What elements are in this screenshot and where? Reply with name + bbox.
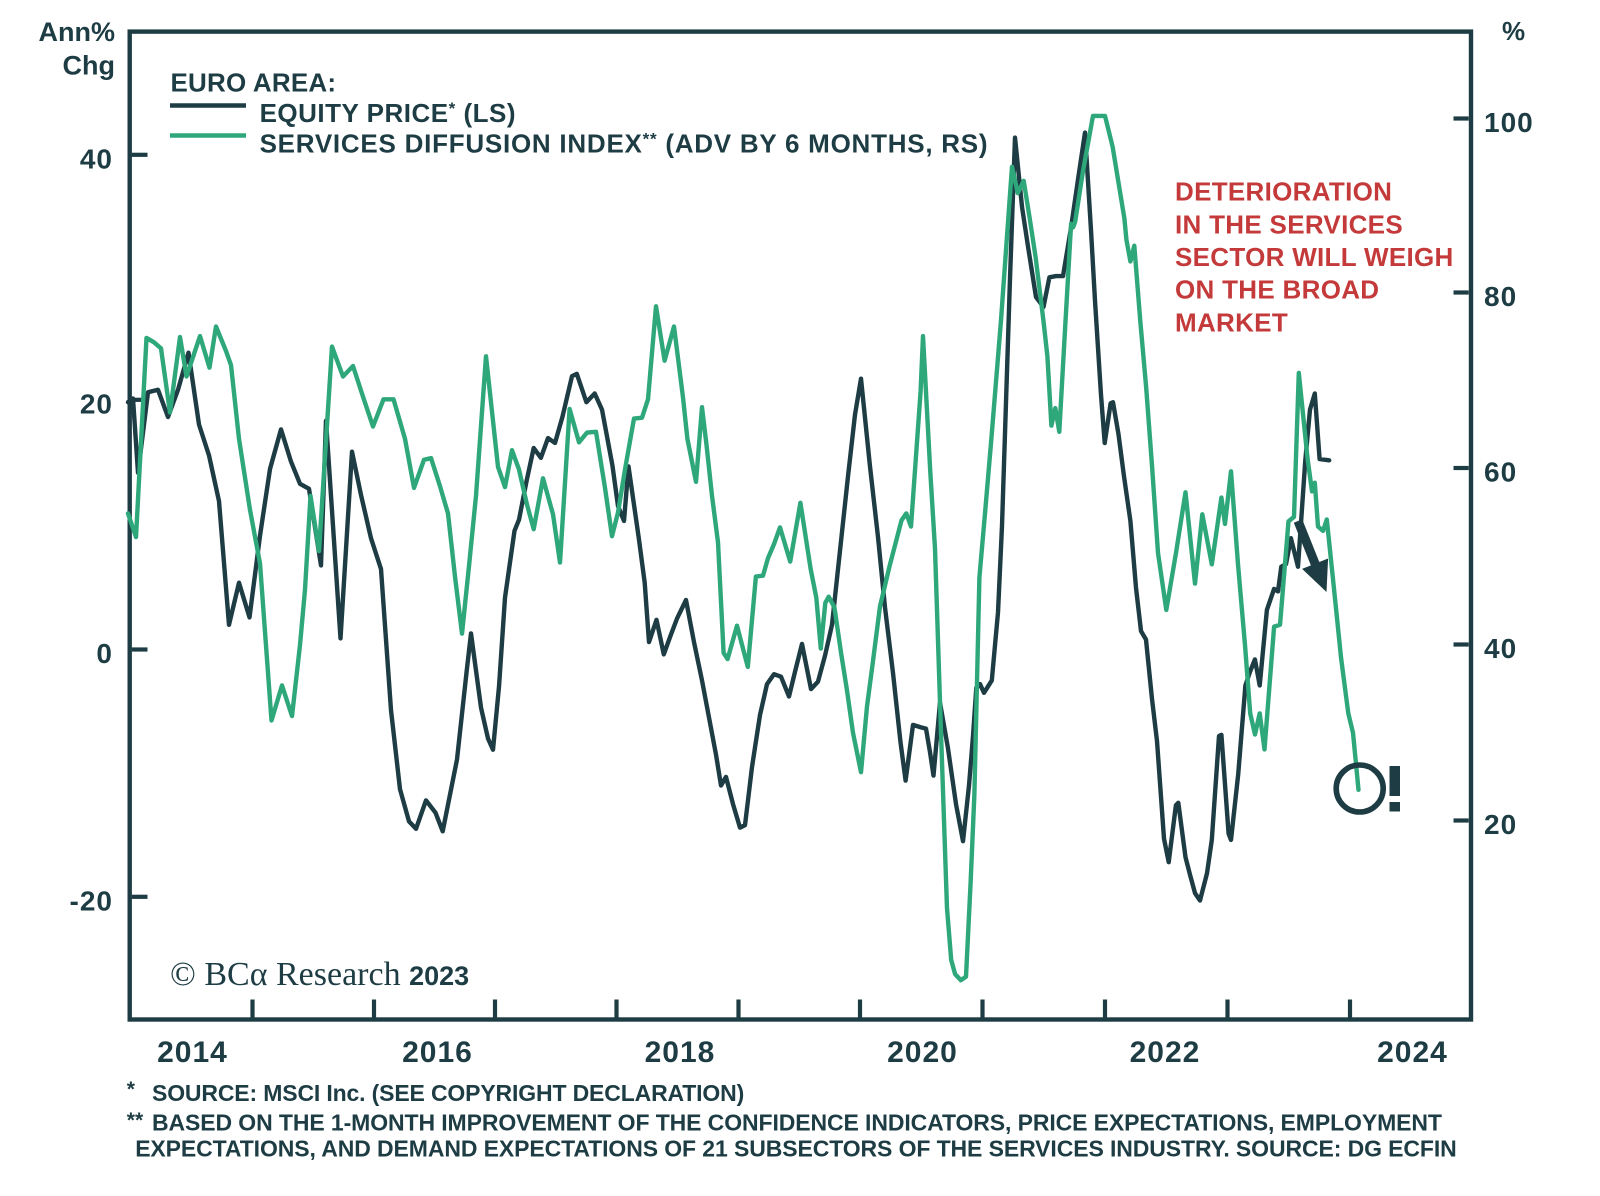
svg-text:**: **: [127, 1109, 144, 1132]
svg-text:EURO AREA:: EURO AREA:: [171, 68, 337, 98]
svg-text:100: 100: [1484, 107, 1534, 138]
svg-text:DETERIORATION: DETERIORATION: [1175, 177, 1392, 207]
svg-text:SOURCE: MSCI Inc. (SEE COPYRIG: SOURCE: MSCI Inc. (SEE COPYRIGHT DECLARA…: [152, 1080, 744, 1106]
svg-text:© BCα Research 2023: © BCα Research 2023: [170, 956, 469, 993]
svg-text:Ann%: Ann%: [39, 17, 116, 47]
svg-text:2018: 2018: [645, 1036, 716, 1069]
svg-text:2024: 2024: [1377, 1036, 1448, 1069]
svg-text:EQUITY PRICE* (LS): EQUITY PRICE* (LS): [260, 98, 516, 128]
svg-text:SECTOR WILL WEIGH: SECTOR WILL WEIGH: [1175, 242, 1454, 272]
svg-text:-20: -20: [70, 885, 113, 916]
svg-text:Chg: Chg: [63, 51, 115, 81]
svg-text:MARKET: MARKET: [1175, 307, 1288, 337]
svg-text:2020: 2020: [887, 1036, 958, 1069]
svg-text:*: *: [127, 1078, 136, 1101]
svg-text:80: 80: [1484, 281, 1517, 312]
svg-text:EXPECTATIONS, AND DEMAND EXPEC: EXPECTATIONS, AND DEMAND EXPECTATIONS OF…: [135, 1136, 1456, 1162]
svg-text:ON THE BROAD: ON THE BROAD: [1175, 275, 1379, 305]
svg-text:20: 20: [80, 388, 113, 419]
svg-text:60: 60: [1484, 457, 1517, 488]
svg-text:2022: 2022: [1130, 1036, 1201, 1069]
svg-text:0: 0: [96, 638, 113, 669]
svg-text:2014: 2014: [157, 1036, 228, 1069]
svg-text:20: 20: [1484, 809, 1517, 840]
svg-text:SERVICES DIFFUSION INDEX** (AD: SERVICES DIFFUSION INDEX** (ADV BY 6 MON…: [260, 129, 989, 159]
svg-text:2016: 2016: [402, 1036, 473, 1069]
svg-text:IN THE SERVICES: IN THE SERVICES: [1175, 209, 1403, 239]
svg-text:BASED ON THE 1-MONTH IMPROVEME: BASED ON THE 1-MONTH IMPROVEMENT OF THE …: [152, 1110, 1442, 1136]
svg-text:40: 40: [80, 143, 113, 174]
svg-text:40: 40: [1484, 633, 1517, 664]
svg-text:%: %: [1502, 16, 1525, 46]
